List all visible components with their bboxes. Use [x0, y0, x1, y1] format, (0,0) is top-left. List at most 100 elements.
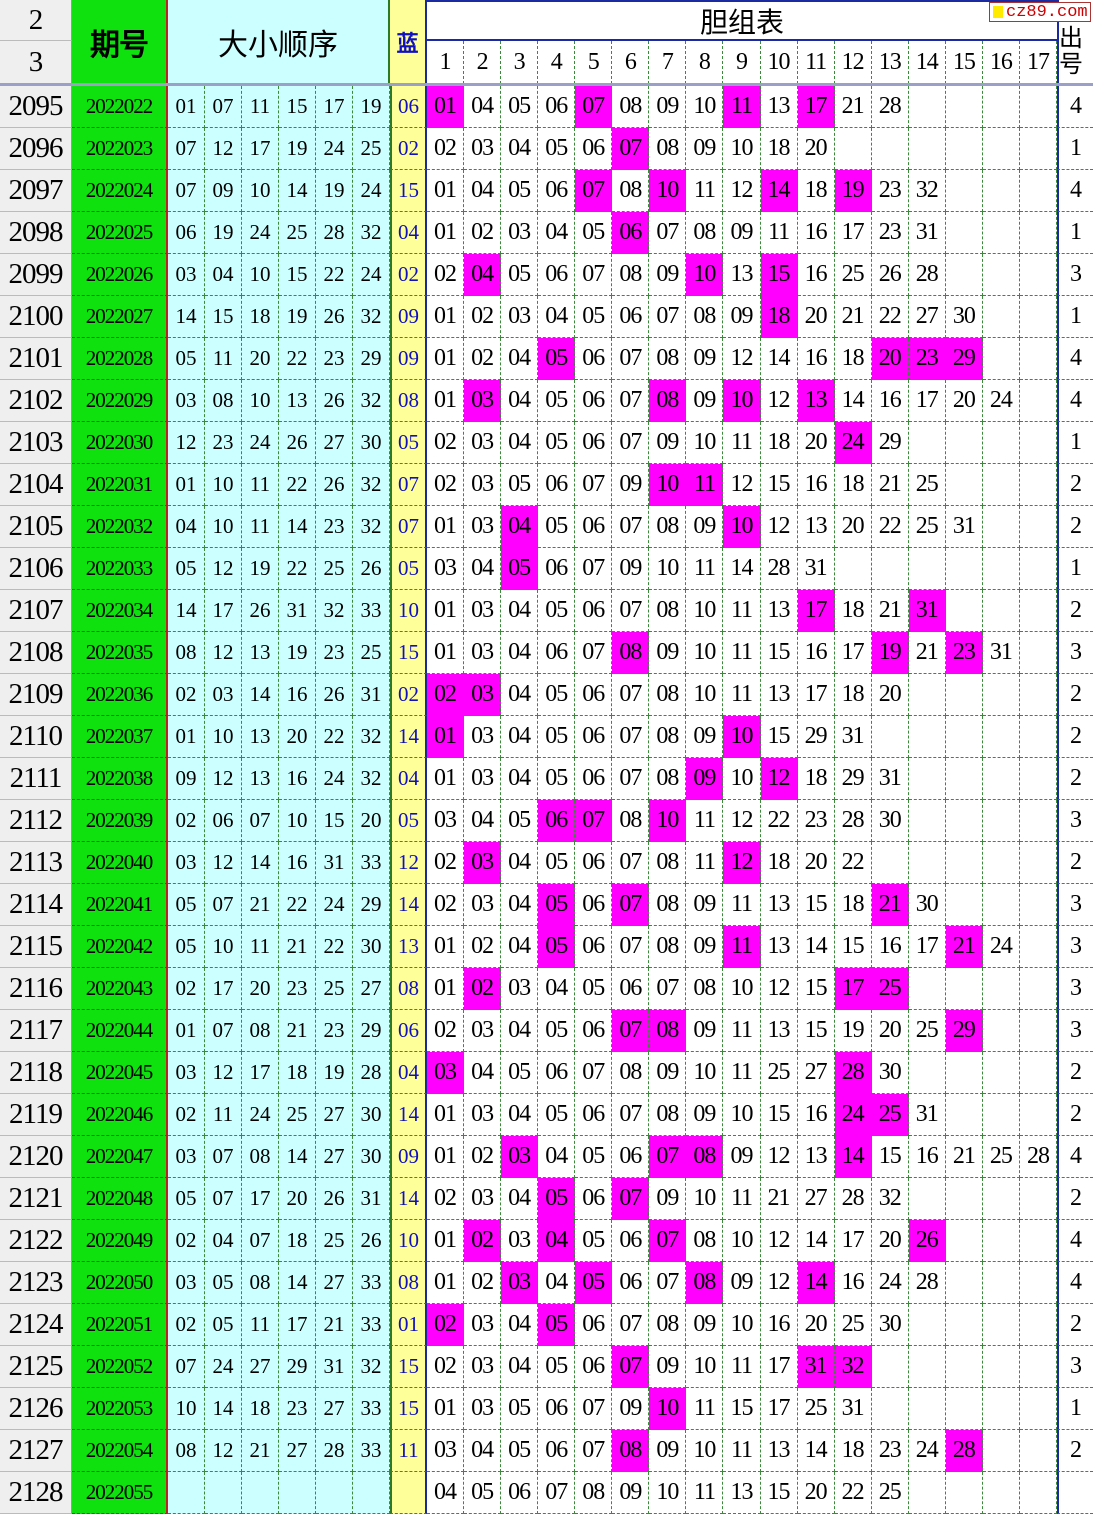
- empty-cell: [1019, 1472, 1057, 1514]
- row-number[interactable]: 2096: [0, 128, 72, 170]
- dan-number: 06: [575, 1010, 613, 1052]
- row-number[interactable]: 2098: [0, 212, 72, 254]
- dan-number: 21: [871, 464, 909, 506]
- red-ball: 19: [279, 632, 316, 674]
- row-header-3[interactable]: 3: [0, 41, 72, 85]
- dan-number: 05: [575, 296, 613, 338]
- red-ball: 01: [168, 464, 205, 506]
- dan-number: 08: [612, 1052, 650, 1094]
- dan-number: 18: [797, 170, 835, 212]
- row-number[interactable]: 2109: [0, 674, 72, 716]
- row-number[interactable]: 2110: [0, 716, 72, 758]
- empty-cell: [982, 254, 1020, 296]
- dan-number: 02: [427, 884, 465, 926]
- row-header-2[interactable]: 2: [0, 0, 72, 41]
- red-ball: 32: [316, 590, 353, 632]
- row-number[interactable]: 2102: [0, 380, 72, 422]
- red-ball: 20: [279, 1178, 316, 1220]
- dan-number: 08: [686, 296, 724, 338]
- dan-number: 10: [686, 590, 724, 632]
- dan-number: 04: [501, 716, 539, 758]
- dan-number: 08: [686, 212, 724, 254]
- row-number[interactable]: 2103: [0, 422, 72, 464]
- dan-number: 10: [686, 674, 724, 716]
- dan-number: 06: [575, 590, 613, 632]
- dan-col-header: 3: [501, 41, 539, 84]
- row-number[interactable]: 2128: [0, 1472, 72, 1514]
- row-number[interactable]: 2123: [0, 1262, 72, 1304]
- row-number[interactable]: 2118: [0, 1052, 72, 1094]
- dan-number: 07: [649, 212, 687, 254]
- red-ball: 12: [205, 842, 242, 884]
- dan-col-header: 14: [909, 41, 946, 84]
- row-number[interactable]: 2097: [0, 170, 72, 212]
- row-number[interactable]: 2127: [0, 1430, 72, 1472]
- dan-number: 15: [760, 716, 798, 758]
- row-number[interactable]: 2114: [0, 884, 72, 926]
- hit-count: 3: [1057, 800, 1093, 842]
- dan-number: 28: [871, 86, 909, 128]
- dan-number: 09: [686, 1094, 724, 1136]
- row-number[interactable]: 2105: [0, 506, 72, 548]
- dan-number: 15: [797, 884, 835, 926]
- dan-number: 07: [649, 1262, 687, 1304]
- empty-cell: [982, 1472, 1020, 1514]
- row-number[interactable]: 2120: [0, 1136, 72, 1178]
- empty-cell: [945, 212, 983, 254]
- dan-number-hit: 05: [538, 884, 576, 926]
- hit-count: 3: [1057, 1010, 1093, 1052]
- row-number[interactable]: 2113: [0, 842, 72, 884]
- dan-number: 07: [612, 1304, 650, 1346]
- red-ball: 31: [279, 590, 316, 632]
- row-number[interactable]: 2122: [0, 1220, 72, 1262]
- red-ball: 14: [242, 674, 279, 716]
- row-number[interactable]: 2117: [0, 1010, 72, 1052]
- row-number[interactable]: 2119: [0, 1094, 72, 1136]
- row-number[interactable]: 2124: [0, 1304, 72, 1346]
- row-number[interactable]: 2116: [0, 968, 72, 1010]
- empty-cell: [982, 1220, 1020, 1262]
- dan-number: 10: [723, 1220, 761, 1262]
- dan-number: 06: [612, 1220, 650, 1262]
- row-number[interactable]: 2112: [0, 800, 72, 842]
- dan-number: 05: [501, 86, 539, 128]
- empty-cell: [1019, 1262, 1057, 1304]
- dan-col-header: 12: [835, 41, 872, 84]
- row-number[interactable]: 2101: [0, 338, 72, 380]
- row-number[interactable]: 2115: [0, 926, 72, 968]
- dan-number-hit: 29: [945, 1010, 983, 1052]
- dan-number: 07: [612, 758, 650, 800]
- row-number[interactable]: 2108: [0, 632, 72, 674]
- dan-number: 12: [760, 1262, 798, 1304]
- dan-number-hit: 20: [871, 338, 909, 380]
- row-number[interactable]: 2107: [0, 590, 72, 632]
- red-ball: 19: [316, 1052, 353, 1094]
- row-number[interactable]: 2121: [0, 1178, 72, 1220]
- empty-cell: [871, 842, 909, 884]
- dan-number: 24: [982, 926, 1020, 968]
- row-number[interactable]: 2111: [0, 758, 72, 800]
- row-number[interactable]: 2126: [0, 1388, 72, 1430]
- red-ball: 17: [242, 1052, 279, 1094]
- dan-col-header: 8: [686, 41, 724, 84]
- empty-cell: [945, 86, 983, 128]
- blue-ball: 12: [390, 842, 427, 884]
- dan-number: 06: [575, 926, 613, 968]
- blue-ball: 15: [390, 1388, 427, 1430]
- red-ball: 14: [279, 1262, 316, 1304]
- dan-number: 14: [723, 548, 761, 590]
- cz89-logo[interactable]: cz89.com: [989, 2, 1091, 22]
- dan-number: 07: [612, 716, 650, 758]
- dan-number: 28: [834, 800, 872, 842]
- dan-number-hit: 10: [723, 716, 761, 758]
- row-number[interactable]: 2100: [0, 296, 72, 338]
- row-number[interactable]: 2125: [0, 1346, 72, 1388]
- row-number[interactable]: 2095: [0, 86, 72, 128]
- row-number[interactable]: 2104: [0, 464, 72, 506]
- row-number[interactable]: 2099: [0, 254, 72, 296]
- dan-number: 06: [538, 1430, 576, 1472]
- row-number[interactable]: 2106: [0, 548, 72, 590]
- dan-number: 16: [908, 1136, 946, 1178]
- dan-number: 01: [427, 968, 465, 1010]
- dan-number: 09: [686, 716, 724, 758]
